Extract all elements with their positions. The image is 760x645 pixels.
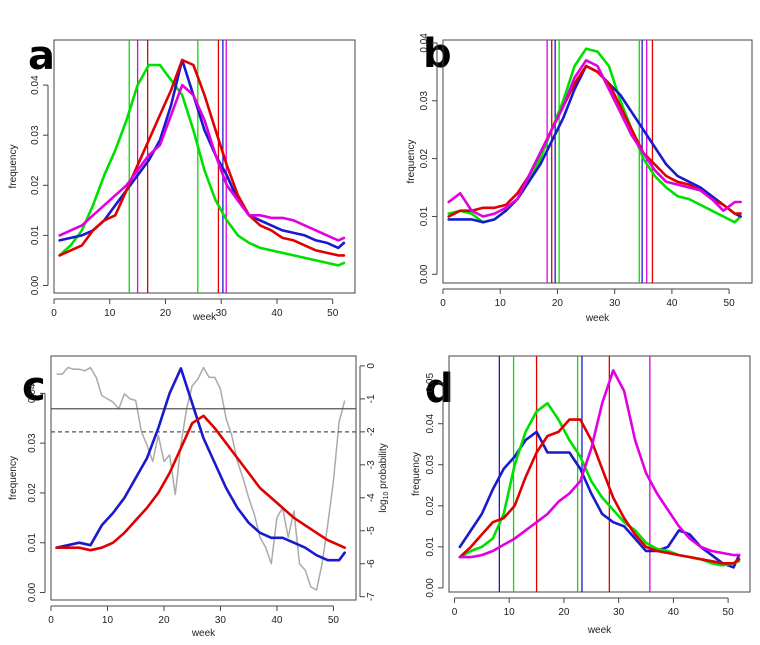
x-tick-label: 10 [495, 298, 507, 309]
y-axis: 0.00 0.01 0.02 0.03 0.04 [419, 33, 438, 284]
y-tick-label: 0.00 [425, 578, 436, 598]
x-tick-label: 0 [48, 615, 54, 626]
x-tick-label: 40 [271, 615, 283, 626]
plot-area [58, 40, 346, 293]
y-tick-label: 0.04 [27, 383, 38, 403]
plot-frame [50, 355, 357, 601]
y-tick-label: 0.02 [27, 483, 38, 503]
chart-panel-c: c 0 10 20 30 40 50 week 0.00 0.01 0.02 0.03 0.04 freq… [8, 355, 390, 639]
panel-letter: c [22, 364, 46, 410]
x-axis-label: week [587, 625, 612, 636]
y2-tick-label: -1 [366, 394, 377, 403]
x-tick-label: 0 [452, 607, 458, 618]
y-tick-label: 0.02 [30, 175, 41, 195]
x-tick-label: 30 [216, 308, 228, 319]
x-tick-label: 20 [160, 308, 172, 319]
y-tick-label: 0.04 [30, 75, 41, 95]
x-axis-label: week [192, 312, 217, 323]
series-line [58, 58, 346, 250]
y-tick-label: 0.04 [425, 414, 436, 434]
x-axis: 0 10 20 30 40 50 [452, 597, 735, 618]
series-line [447, 64, 742, 218]
y2-tick-label: -6 [366, 559, 377, 568]
probability-line [56, 366, 346, 591]
series-line [58, 83, 346, 242]
series-line [447, 47, 742, 224]
x-tick-label: 20 [158, 615, 170, 626]
x-tick-label: 30 [613, 607, 625, 618]
x-tick-label: 50 [327, 308, 339, 319]
x-tick-label: 50 [724, 298, 736, 309]
chart-panel-b: b0 10 20 30 40 50week0.000.010.020.030.04freq… [406, 31, 753, 324]
y-tick-label: 0.05 [425, 373, 436, 393]
series-line [458, 369, 741, 559]
series-line [58, 58, 346, 257]
x-tick-label: 50 [328, 615, 340, 626]
y-tick-label: 0.04 [419, 33, 430, 53]
y2-axis: 0 -1 -2 -3 -4 -5 -6 -7 [359, 363, 377, 601]
panel-letter: a [28, 33, 55, 79]
series-line [55, 367, 346, 562]
series-line [55, 414, 346, 552]
x-axis: 0 10 20 30 40 50 [51, 298, 339, 319]
y-axis: 0.00 0.01 0.02 0.03 0.04 [30, 75, 49, 295]
plot-frame [448, 355, 751, 593]
x-tick-label: 30 [215, 615, 227, 626]
chart-panel-a: a 0 10 20 30 40 50 week 0.00 0.01 0.02 0.03 0.04 freq… [8, 33, 356, 323]
x-tick-label: 40 [668, 607, 680, 618]
x-tick-label: 40 [666, 298, 678, 309]
x-tick-label: 30 [609, 298, 621, 309]
y2-tick-label: -2 [366, 427, 377, 436]
y-tick-label: 0.01 [30, 225, 41, 245]
y-tick-label: 0.03 [419, 91, 430, 111]
y-axis: 0.00 0.01 0.02 0.03 0.04 [27, 383, 46, 602]
y-tick-label: 0.02 [425, 496, 436, 516]
series-line [58, 63, 346, 267]
y-axis-label: frequency [411, 452, 422, 496]
plot-area [51, 366, 356, 591]
y2-axis-label: log10 probability [378, 443, 390, 513]
plot-frame [53, 39, 356, 294]
y-tick-label: 0.01 [27, 533, 38, 553]
x-axis: 0 10 20 30 40 50 [48, 605, 340, 626]
series-line [447, 64, 742, 224]
x-tick-label: 10 [102, 615, 114, 626]
x-tick-label: 20 [552, 298, 564, 309]
x-tick-label: 0 [51, 308, 57, 319]
x-tick-label: 10 [504, 607, 516, 618]
y-axis-label: frequency [406, 140, 417, 184]
x-tick-label: 20 [558, 607, 570, 618]
y-axis-label: frequency [8, 456, 19, 500]
y-tick-label: 0.03 [27, 433, 38, 453]
x-tick-label: 50 [723, 607, 735, 618]
x-tick-label: 40 [271, 308, 283, 319]
series-line [458, 418, 741, 565]
y-tick-label: 0.00 [419, 264, 430, 284]
plot-frame [442, 39, 753, 284]
y-axis-label: frequency [8, 145, 19, 189]
y-tick-label: 0.01 [419, 206, 430, 226]
series-line [447, 59, 742, 218]
plot-area [458, 356, 741, 592]
y2-tick-label: -4 [366, 493, 377, 502]
x-tick-label: 10 [104, 308, 116, 319]
plot-area [447, 40, 742, 283]
y2-tick-label: -3 [366, 460, 377, 469]
x-axis: 0 10 20 30 40 50 [440, 288, 736, 309]
x-axis-label: week [585, 313, 610, 324]
y-axis: 0.00 0.01 0.02 0.03 0.04 0.05 [425, 373, 444, 598]
y-tick-label: 0.03 [30, 125, 41, 145]
y2-tick-label: -5 [366, 526, 377, 535]
chart-panel-d: d0 10 20 30 40 50week0.000.010.020.030.040.05… [411, 355, 751, 636]
y2-tick-label: 0 [366, 363, 377, 369]
y-tick-label: 0.01 [425, 537, 436, 557]
y-tick-label: 0.03 [425, 455, 436, 475]
y-tick-label: 0.00 [27, 582, 38, 602]
x-tick-label: 0 [440, 298, 446, 309]
x-axis-label: week [191, 628, 216, 639]
y-tick-label: 0.02 [419, 148, 430, 168]
y-tick-label: 0.00 [30, 275, 41, 295]
y2-tick-label: -7 [366, 592, 377, 601]
